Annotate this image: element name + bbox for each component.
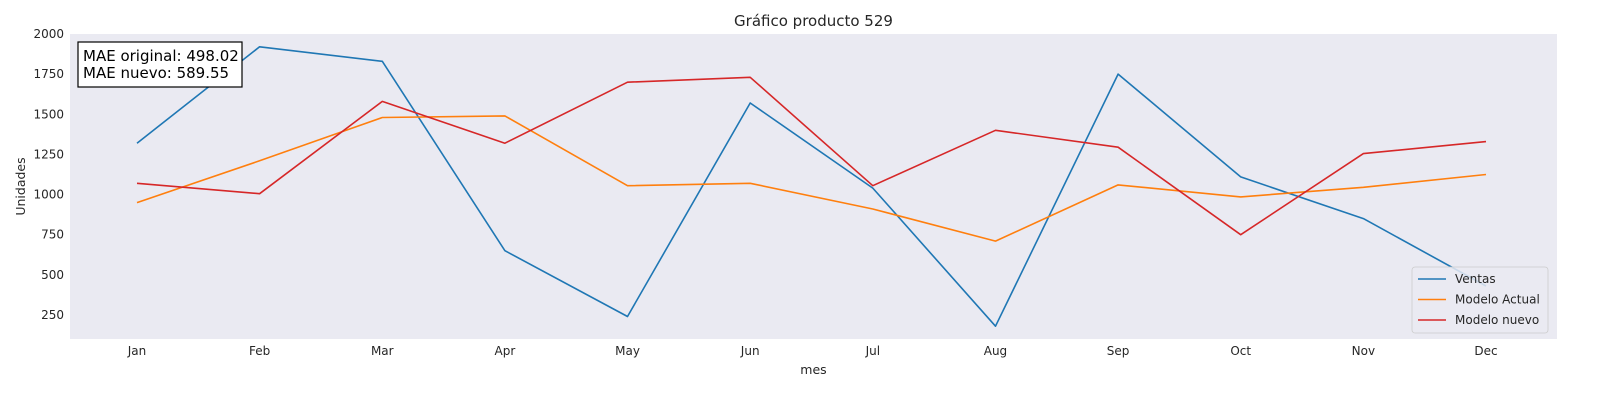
- x-tick-label: Sep: [1107, 344, 1130, 358]
- y-axis-ticks: 250 500 750 1000 1250 1500 1750 2000: [33, 27, 64, 322]
- x-axis-ticks: Jan Feb Mar Apr May Jun Jul Aug Sep Oct Nov Dec: [127, 344, 1498, 358]
- mae-original-text: MAE original: 498.02: [83, 47, 239, 65]
- legend-label: Modelo nuevo: [1455, 313, 1539, 327]
- x-tick-label: Jul: [865, 344, 880, 358]
- y-tick-label: 2000: [33, 27, 64, 41]
- y-tick-label: 250: [41, 308, 64, 322]
- y-tick-label: 500: [41, 268, 64, 282]
- y-tick-label: 1250: [33, 147, 64, 161]
- x-tick-label: Aug: [984, 344, 1007, 358]
- legend-label: Ventas: [1455, 272, 1496, 286]
- series-line-ventas: [136, 45, 1487, 328]
- x-tick-label: Apr: [495, 344, 516, 358]
- x-tick-label: Jun: [740, 344, 760, 358]
- annotation-frame: [77, 41, 243, 88]
- plot-area: [70, 34, 1557, 339]
- x-tick-label: Jan: [127, 344, 147, 358]
- series-line-modelo-nuevo: [136, 76, 1487, 236]
- y-tick-label: 750: [41, 228, 64, 242]
- x-tick-label: Nov: [1352, 344, 1375, 358]
- y-axis-label: Unidades: [13, 157, 28, 215]
- series-line-modelo-actual: [136, 115, 1487, 242]
- x-tick-label: Oct: [1230, 344, 1251, 358]
- x-tick-label: Dec: [1474, 344, 1497, 358]
- y-tick-label: 1000: [33, 188, 64, 202]
- series-lines: [136, 45, 1487, 328]
- legend-frame: [1411, 266, 1549, 334]
- x-tick-label: Feb: [249, 344, 270, 358]
- legend-label: Modelo Actual: [1455, 293, 1540, 307]
- chart-title: Gráfico producto 529: [734, 12, 893, 30]
- x-axis-label: mes: [800, 362, 826, 377]
- x-tick-label: May: [615, 344, 640, 358]
- mae-annotation-box: MAE original: 498.02 MAE nuevo: 589.55: [77, 41, 243, 88]
- mae-nuevo-text: MAE nuevo: 589.55: [83, 64, 229, 82]
- y-tick-label: 1750: [33, 67, 64, 81]
- x-tick-label: Mar: [371, 344, 394, 358]
- legend: Ventas Modelo Actual Modelo nuevo: [1411, 266, 1549, 334]
- y-tick-label: 1500: [33, 107, 64, 121]
